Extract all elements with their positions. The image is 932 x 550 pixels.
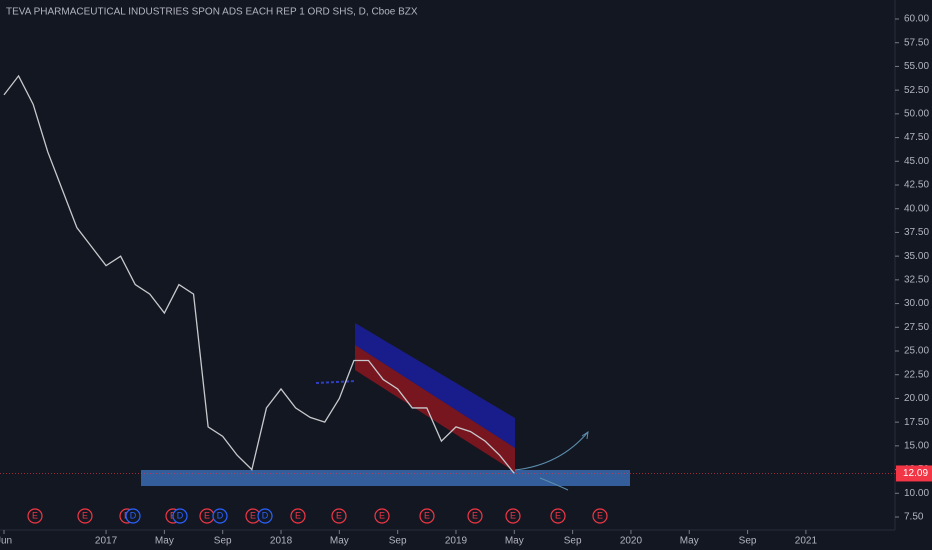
down-arrow [539,477,569,491]
event-label: E [295,510,301,520]
event-label: E [336,510,342,520]
event-label: D [177,510,184,520]
event-label: D [130,510,137,520]
y-tick-label: 57.50 [904,37,929,48]
y-tick-label: 7.50 [904,512,924,523]
event-label: E [424,510,430,520]
event-label: E [204,510,210,520]
up-arrow-head [581,430,589,440]
y-tick-label: 25.00 [904,346,929,357]
last-price-label: 12.09 [903,468,928,479]
event-label: E [250,510,256,520]
y-tick-label: 15.00 [904,440,929,451]
y-tick-label: 20.00 [904,393,929,404]
x-tick-label: Sep [389,536,407,547]
x-tick-label: 2018 [270,536,293,547]
x-tick-label: Sep [214,536,232,547]
y-tick-label: 32.50 [904,274,929,285]
event-marker [331,508,347,524]
event-marker [125,508,141,524]
x-tick-label: Jun [0,536,12,547]
event-marker [374,508,390,524]
event-label: E [472,510,478,520]
event-marker [172,508,188,524]
x-tick-label: May [505,536,524,547]
event-marker [290,508,306,524]
x-tick-label: Sep [739,536,757,547]
event-marker [27,508,43,524]
y-tick-label: 60.00 [904,14,929,25]
y-tick-label: 45.00 [904,156,929,167]
y-tick-label: 47.50 [904,132,929,143]
event-marker [550,508,566,524]
y-tick-label: 52.50 [904,85,929,96]
y-tick-label: 50.00 [904,108,929,119]
x-tick-label: Sep [564,536,582,547]
event-label: E [555,510,561,520]
event-label: E [379,510,385,520]
event-label: E [597,510,603,520]
last-price-box [896,465,932,482]
y-tick-label: 35.00 [904,251,929,262]
y-tick-label: 17.50 [904,417,929,428]
event-label: D [217,510,224,520]
channel-upper [355,323,515,448]
event-marker [419,508,435,524]
x-tick-label: May [155,536,174,547]
x-tick-label: 2017 [95,536,118,547]
x-tick-label: 2020 [620,536,643,547]
event-label: E [32,510,38,520]
y-tick-label: 40.00 [904,203,929,214]
y-tick-label: 37.50 [904,227,929,238]
y-tick-label: 22.50 [904,369,929,380]
event-marker [212,508,228,524]
event-marker [505,508,521,524]
y-tick-label: 10.00 [904,488,929,499]
channel-lower [355,345,515,472]
y-tick-label: 42.50 [904,180,929,191]
event-label: E [510,510,516,520]
event-label: E [82,510,88,520]
y-tick-label: 30.00 [904,298,929,309]
support-zone [141,470,630,486]
price-line [3,74,515,474]
event-marker [592,508,608,524]
y-tick-label: 55.00 [904,61,929,72]
event-marker [467,508,483,524]
up-arrow [514,431,589,471]
event-marker [77,508,93,524]
x-tick-label: May [680,536,699,547]
event-marker [257,508,273,524]
x-tick-label: 2019 [445,536,468,547]
y-tick-label: 27.50 [904,322,929,333]
x-tick-label: May [330,536,349,547]
x-tick-label: 2021 [795,536,818,547]
chart-title: TEVA PHARMACEUTICAL INDUSTRIES SPON ADS … [6,7,418,18]
trend-line [315,380,357,384]
event-label: D [262,510,269,520]
